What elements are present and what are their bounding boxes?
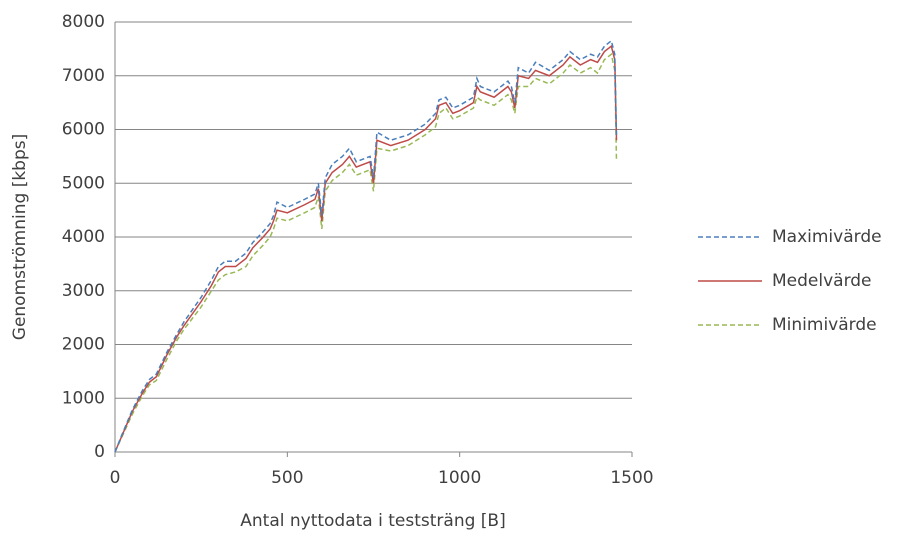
- y-tick-label: 8000: [62, 12, 105, 32]
- x-tick-label: 1000: [438, 468, 481, 488]
- y-tick-label: 5000: [62, 173, 105, 193]
- legend-label: Maximivärde: [772, 227, 882, 247]
- y-axis-title: Genomströmning [kbps]: [10, 134, 30, 340]
- legend-label: Medelvärde: [772, 271, 872, 291]
- y-tick-label: 6000: [62, 120, 105, 140]
- y-tick-label: 3000: [62, 281, 105, 301]
- series-line: [114, 44, 618, 453]
- y-tick-label: 2000: [62, 335, 105, 355]
- series-line: [114, 39, 618, 453]
- x-tick-label: 0: [110, 468, 121, 488]
- x-tick-label: 500: [271, 468, 303, 488]
- y-tick-label: 1000: [62, 388, 105, 408]
- y-tick-label: 4000: [62, 227, 105, 247]
- y-tick-label: 7000: [62, 66, 105, 86]
- legend-label: Minimivärde: [772, 315, 877, 335]
- x-tick-label: 1500: [610, 468, 653, 488]
- series-line: [114, 52, 618, 453]
- y-tick-label: 0: [94, 442, 105, 462]
- x-axis-title: Antal nyttodata i teststräng [B]: [240, 511, 505, 531]
